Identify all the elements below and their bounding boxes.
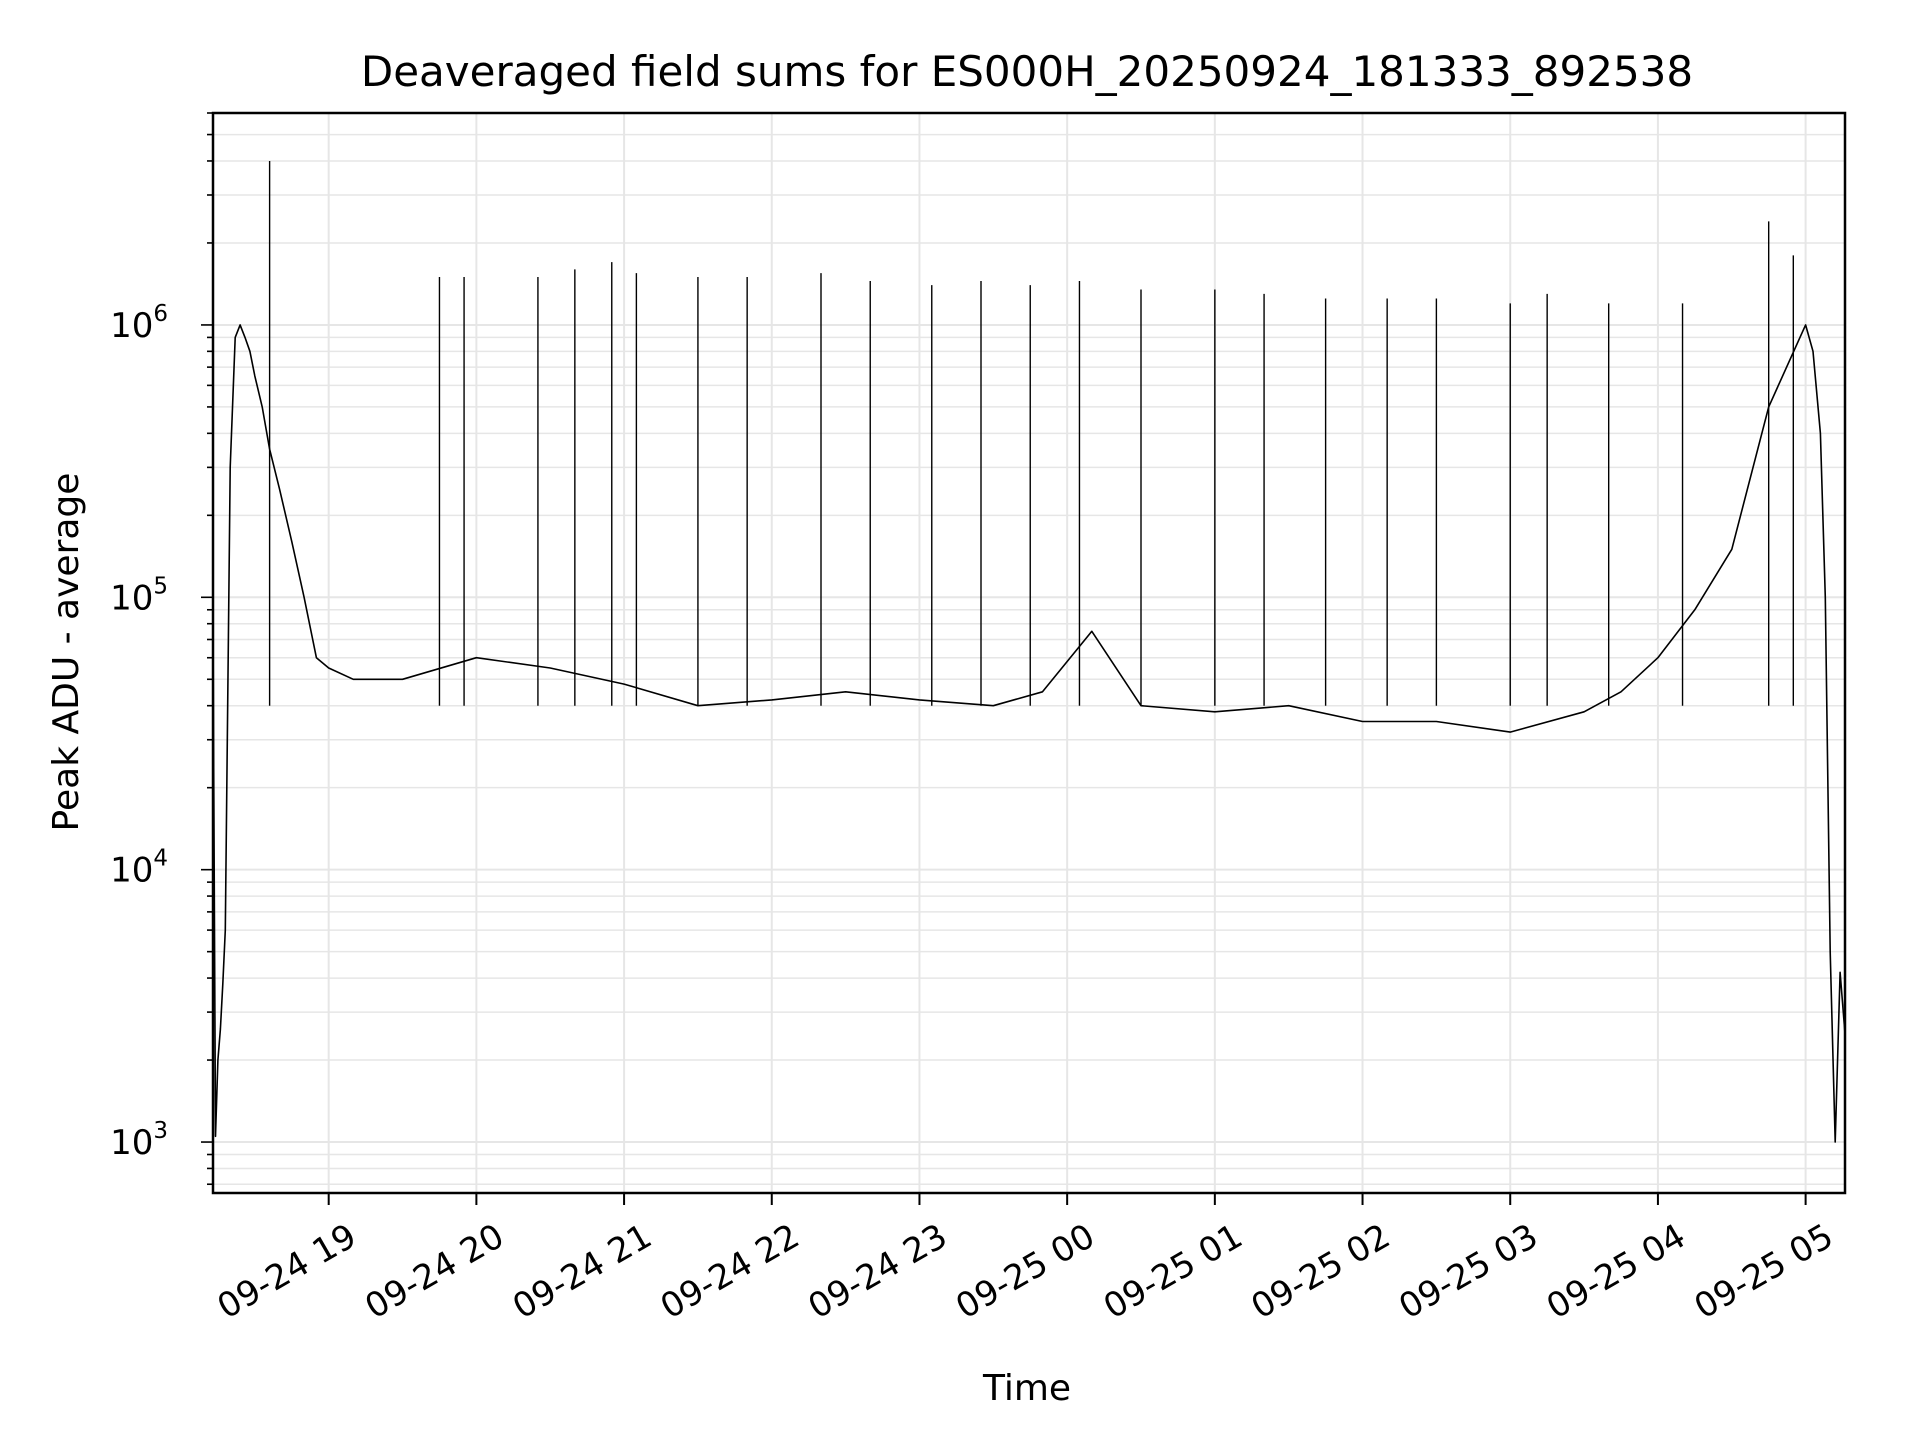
x-tick-label: 09-25 00 [949,1216,1101,1327]
y-tick-label: 104 [110,846,168,891]
x-tick-label: 09-24 19 [211,1216,363,1327]
plot-frame [211,111,1847,1195]
chart-title: Deaveraged field sums for ES000H_2025092… [361,47,1693,96]
x-tick-label: 09-24 23 [802,1216,954,1327]
grid-lines [213,112,1845,1193]
x-tick-label: 09-25 03 [1392,1216,1544,1327]
x-tick-label: 09-24 21 [506,1216,658,1327]
x-tick-label: 09-24 20 [358,1216,510,1327]
series-line [212,324,1846,1143]
x-axis-label: Time [982,1368,1071,1409]
y-tick-label: 106 [110,301,168,346]
x-tick-label: 09-25 05 [1688,1216,1840,1327]
y-tick-label: 105 [110,573,168,618]
y-axis: 103 104 105 106 [110,112,213,1186]
x-tick-label: 09-24 22 [654,1216,806,1327]
x-tick-label: 09-25 02 [1245,1216,1397,1327]
y-tick-label: 103 [110,1118,168,1163]
y-axis-label: Peak ADU - average [46,473,87,832]
x-tick-label: 09-25 01 [1097,1216,1249,1327]
x-tick-label: 09-25 04 [1540,1216,1692,1327]
plot-area [212,160,1846,1143]
